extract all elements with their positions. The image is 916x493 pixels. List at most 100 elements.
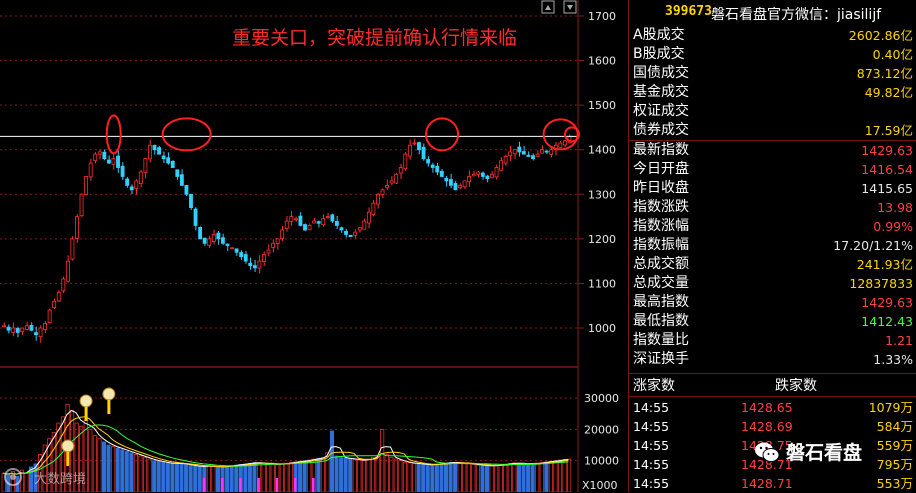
quote-value: 1429.63	[861, 295, 913, 310]
volume-bar	[138, 455, 143, 492]
volume-bar	[320, 457, 325, 492]
wechat-caption: 磐石看盘官方微信：jiasilijf	[711, 7, 882, 23]
candle-body	[11, 327, 16, 333]
price-tick-label: 1400	[588, 144, 616, 157]
volume-bar	[42, 444, 47, 492]
volume-bar	[165, 462, 170, 492]
volume-bar	[389, 457, 394, 492]
candle-body	[535, 153, 540, 157]
scroll-up-button[interactable]	[541, 0, 555, 14]
candle-body	[448, 179, 453, 186]
candle-body	[376, 193, 380, 205]
candle-body	[106, 159, 111, 164]
candle-body	[15, 328, 20, 333]
candle-body	[385, 184, 390, 189]
candle-body	[380, 189, 385, 195]
candle-body	[439, 171, 444, 177]
candle-body	[166, 157, 171, 164]
volume-bar	[188, 465, 193, 492]
volume-flag-bar	[202, 478, 206, 492]
candle-body	[216, 232, 221, 240]
volume-bar	[152, 460, 157, 492]
volume-unit-label: X1000	[582, 479, 618, 492]
volume-bars	[1, 403, 572, 492]
candle-body	[558, 142, 563, 148]
volume-bar	[498, 464, 503, 492]
coin-stem	[84, 407, 88, 421]
candle-body	[38, 327, 43, 338]
quote-label: 权证成交	[633, 103, 689, 119]
volume-flag-bar	[220, 478, 224, 492]
kline-chart[interactable]: 1700 1600 1500 1400 1300 1200 1100 1000 30000 20…	[0, 0, 628, 492]
volume-bar	[229, 465, 234, 492]
panel-header: 399673 磐石看盘官方微信：jiasilijf	[629, 0, 916, 24]
coin-stem	[66, 452, 70, 466]
quote-row: 指数涨幅 0.99%	[629, 217, 916, 236]
candle-body	[175, 169, 180, 177]
candle-body	[170, 160, 175, 168]
volume-bar	[448, 461, 453, 492]
volume-bar	[111, 446, 116, 492]
volume-bar	[197, 466, 202, 492]
volume-flag-bar	[275, 478, 279, 492]
volume-bar	[466, 463, 471, 492]
quote-label: 最低指数	[633, 313, 689, 329]
candle-body	[362, 220, 367, 230]
volume-bar	[485, 465, 490, 492]
volume-bar	[174, 462, 179, 492]
volume-bar	[380, 428, 385, 492]
quote-row: 深证换手 1.33%	[629, 350, 916, 369]
volume-bar	[544, 461, 549, 492]
candle-body	[230, 247, 234, 250]
candle-body	[56, 291, 61, 302]
volume-bar	[316, 457, 321, 492]
breakout-circle	[161, 117, 212, 152]
candle-body	[485, 175, 490, 180]
quote-row: 最低指数 1412.43	[629, 312, 916, 331]
volume-bar	[129, 452, 134, 492]
tick-row: 14:55 1428.65 1079万	[629, 398, 916, 417]
volume-bar	[147, 458, 152, 492]
candle-body	[2, 325, 6, 328]
volume-bar	[124, 450, 129, 492]
tick-volume: 795万	[876, 457, 913, 472]
candle-body	[88, 162, 93, 178]
candle-body	[480, 172, 485, 177]
volume-bar	[288, 462, 293, 492]
volume-bar	[311, 458, 316, 492]
volume-bar	[553, 460, 558, 492]
quote-label: 指数量比	[633, 332, 689, 348]
candle-body	[43, 323, 48, 331]
quote-value: 1412.43	[861, 314, 913, 329]
volume-bar	[88, 428, 93, 492]
breakout-marks	[105, 114, 580, 155]
quote-row: 债券成交 17.59亿	[629, 121, 916, 140]
tick-time: 14:55	[633, 400, 670, 415]
chart-headline: 重要关口，突破提前确认行情来临	[232, 27, 517, 49]
volume-bar	[92, 435, 97, 492]
volume-ma-lines	[2, 409, 569, 475]
volume-bar	[375, 455, 380, 492]
candle-body	[248, 262, 253, 266]
volume-bar	[247, 462, 252, 492]
quote-value: 0.40亿	[872, 47, 913, 62]
candle-body	[61, 278, 66, 292]
volume-axis: 30000 20000 10000	[584, 392, 619, 468]
quote-value: 49.82亿	[864, 85, 913, 100]
volume-flag-bar	[257, 478, 260, 492]
rise-count-label: 涨家数	[633, 378, 675, 394]
candle-body	[526, 154, 531, 157]
volume-bar	[193, 465, 198, 492]
quote-label: 指数涨幅	[633, 218, 689, 234]
candle-body	[417, 142, 421, 151]
scroll-down-button[interactable]	[563, 0, 577, 14]
tick-volume: 559万	[876, 438, 913, 453]
candle-body	[293, 218, 298, 221]
candle-body	[471, 173, 476, 177]
tick-time: 14:55	[633, 419, 670, 434]
candle-body	[239, 252, 244, 258]
quote-row: 今日开盘 1416.54	[629, 160, 916, 179]
quote-label: 昨日收盘	[633, 180, 689, 196]
quote-row: 最高指数 1429.63	[629, 293, 916, 312]
candle-body	[444, 177, 449, 182]
